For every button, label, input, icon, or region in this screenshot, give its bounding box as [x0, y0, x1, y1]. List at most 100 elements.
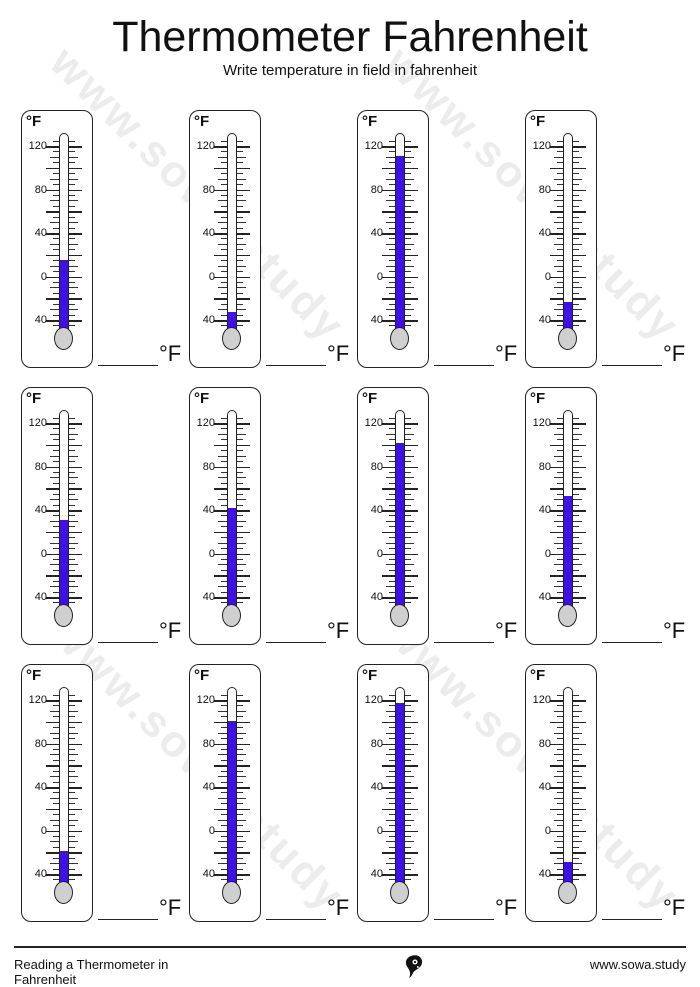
scale-tick	[237, 781, 243, 783]
scale-tick	[389, 694, 395, 696]
scale-tick	[382, 276, 395, 278]
scale-tick	[573, 520, 582, 522]
answer-blank[interactable]	[602, 365, 662, 366]
scale-tick	[573, 189, 586, 191]
scale-tick	[405, 151, 411, 153]
scale-tick	[69, 243, 78, 245]
scale-tick	[405, 857, 411, 859]
scale-tick	[69, 271, 75, 273]
scale-tick	[46, 167, 59, 170]
scale-tick	[557, 602, 563, 604]
scale-tick	[557, 184, 563, 186]
scale-tick	[237, 433, 246, 435]
scale-tick	[69, 151, 75, 153]
scale-tick	[221, 537, 227, 539]
answer-blank[interactable]	[266, 365, 326, 366]
scale-label: 0	[40, 270, 47, 283]
scale-tick	[218, 520, 227, 522]
scale-tick	[221, 471, 227, 473]
answer-blank[interactable]	[266, 919, 326, 920]
scale-tick	[389, 803, 395, 805]
scale-tick	[389, 493, 395, 495]
scale-tick	[405, 482, 411, 484]
answer-blank[interactable]	[602, 642, 662, 643]
scale-tick	[237, 803, 243, 805]
scale-label: 80	[202, 183, 215, 196]
scale-tick	[218, 455, 227, 457]
scale-tick	[405, 710, 414, 712]
scale-tick	[386, 309, 395, 311]
scale-tick	[69, 542, 78, 544]
scale-tick	[573, 537, 579, 539]
scale-tick	[69, 879, 75, 881]
scale-tick	[221, 879, 227, 881]
scale-tick	[389, 450, 395, 452]
scale-tick	[405, 727, 411, 729]
thermometer-bulb	[222, 604, 241, 627]
thermometer-bulb	[390, 881, 409, 904]
scale-tick	[405, 748, 411, 750]
scale-label: 40	[538, 591, 551, 603]
scale-tick	[557, 591, 563, 593]
answer-unit: °F	[159, 895, 182, 920]
mercury-fill	[60, 519, 68, 609]
scale-tick	[405, 292, 411, 294]
scale-tick	[237, 298, 250, 300]
scale-tick	[53, 260, 59, 262]
scale-tick	[405, 743, 418, 745]
scale-tick	[214, 444, 227, 447]
scale-tick	[237, 444, 250, 447]
scale-tick	[69, 504, 75, 506]
scale-tick	[389, 238, 395, 240]
scale-tick	[405, 591, 411, 593]
scale-tick	[50, 178, 59, 180]
scale-tick	[389, 194, 395, 196]
scale-tick	[554, 542, 563, 544]
answer-blank[interactable]	[98, 365, 158, 366]
scale-tick	[221, 727, 227, 729]
unit-label: °F	[26, 390, 42, 407]
scale-tick	[69, 461, 75, 463]
scale-tick	[221, 216, 227, 218]
scale-tick	[237, 227, 243, 229]
scale-tick	[405, 874, 418, 876]
scale-tick	[405, 450, 411, 452]
answer-blank[interactable]	[98, 642, 158, 643]
scale-label: 80	[538, 737, 551, 750]
scale-tick	[69, 287, 78, 289]
answer-blank[interactable]	[434, 642, 494, 643]
scale-label: 40	[538, 781, 551, 793]
scale-tick	[53, 803, 59, 805]
scale-tick	[554, 477, 563, 479]
answer-blank[interactable]	[266, 642, 326, 643]
scale-tick	[69, 140, 75, 142]
scale-tick	[382, 444, 395, 447]
thermometer-card: °F 120 80 40 0 40	[357, 664, 429, 922]
scale-tick	[50, 863, 59, 865]
scale-tick	[573, 759, 579, 761]
scale-label: 0	[544, 547, 551, 560]
answer-blank[interactable]	[98, 919, 158, 920]
scale-tick	[557, 504, 563, 506]
answer-blank[interactable]	[434, 365, 494, 366]
scale-tick	[50, 265, 59, 267]
scale-tick	[69, 292, 75, 294]
scale-tick	[389, 705, 395, 707]
scale-tick	[389, 759, 395, 761]
scale-tick	[382, 531, 395, 534]
scale-tick	[405, 553, 418, 555]
mercury-fill	[396, 703, 404, 886]
scale-tick	[554, 732, 563, 734]
scale-tick	[386, 586, 395, 588]
answer-blank[interactable]	[434, 919, 494, 920]
scale-tick	[53, 471, 59, 473]
scale-label: 40	[34, 314, 47, 326]
scale-tick	[237, 591, 243, 593]
scale-tick	[46, 254, 59, 257]
thermometer-card: °F 120 80 40 0 40	[357, 387, 429, 645]
scale-tick	[554, 564, 563, 566]
scale-tick	[405, 461, 411, 463]
scale-tick	[557, 314, 563, 316]
scale-tick	[221, 803, 227, 805]
answer-blank[interactable]	[602, 919, 662, 920]
